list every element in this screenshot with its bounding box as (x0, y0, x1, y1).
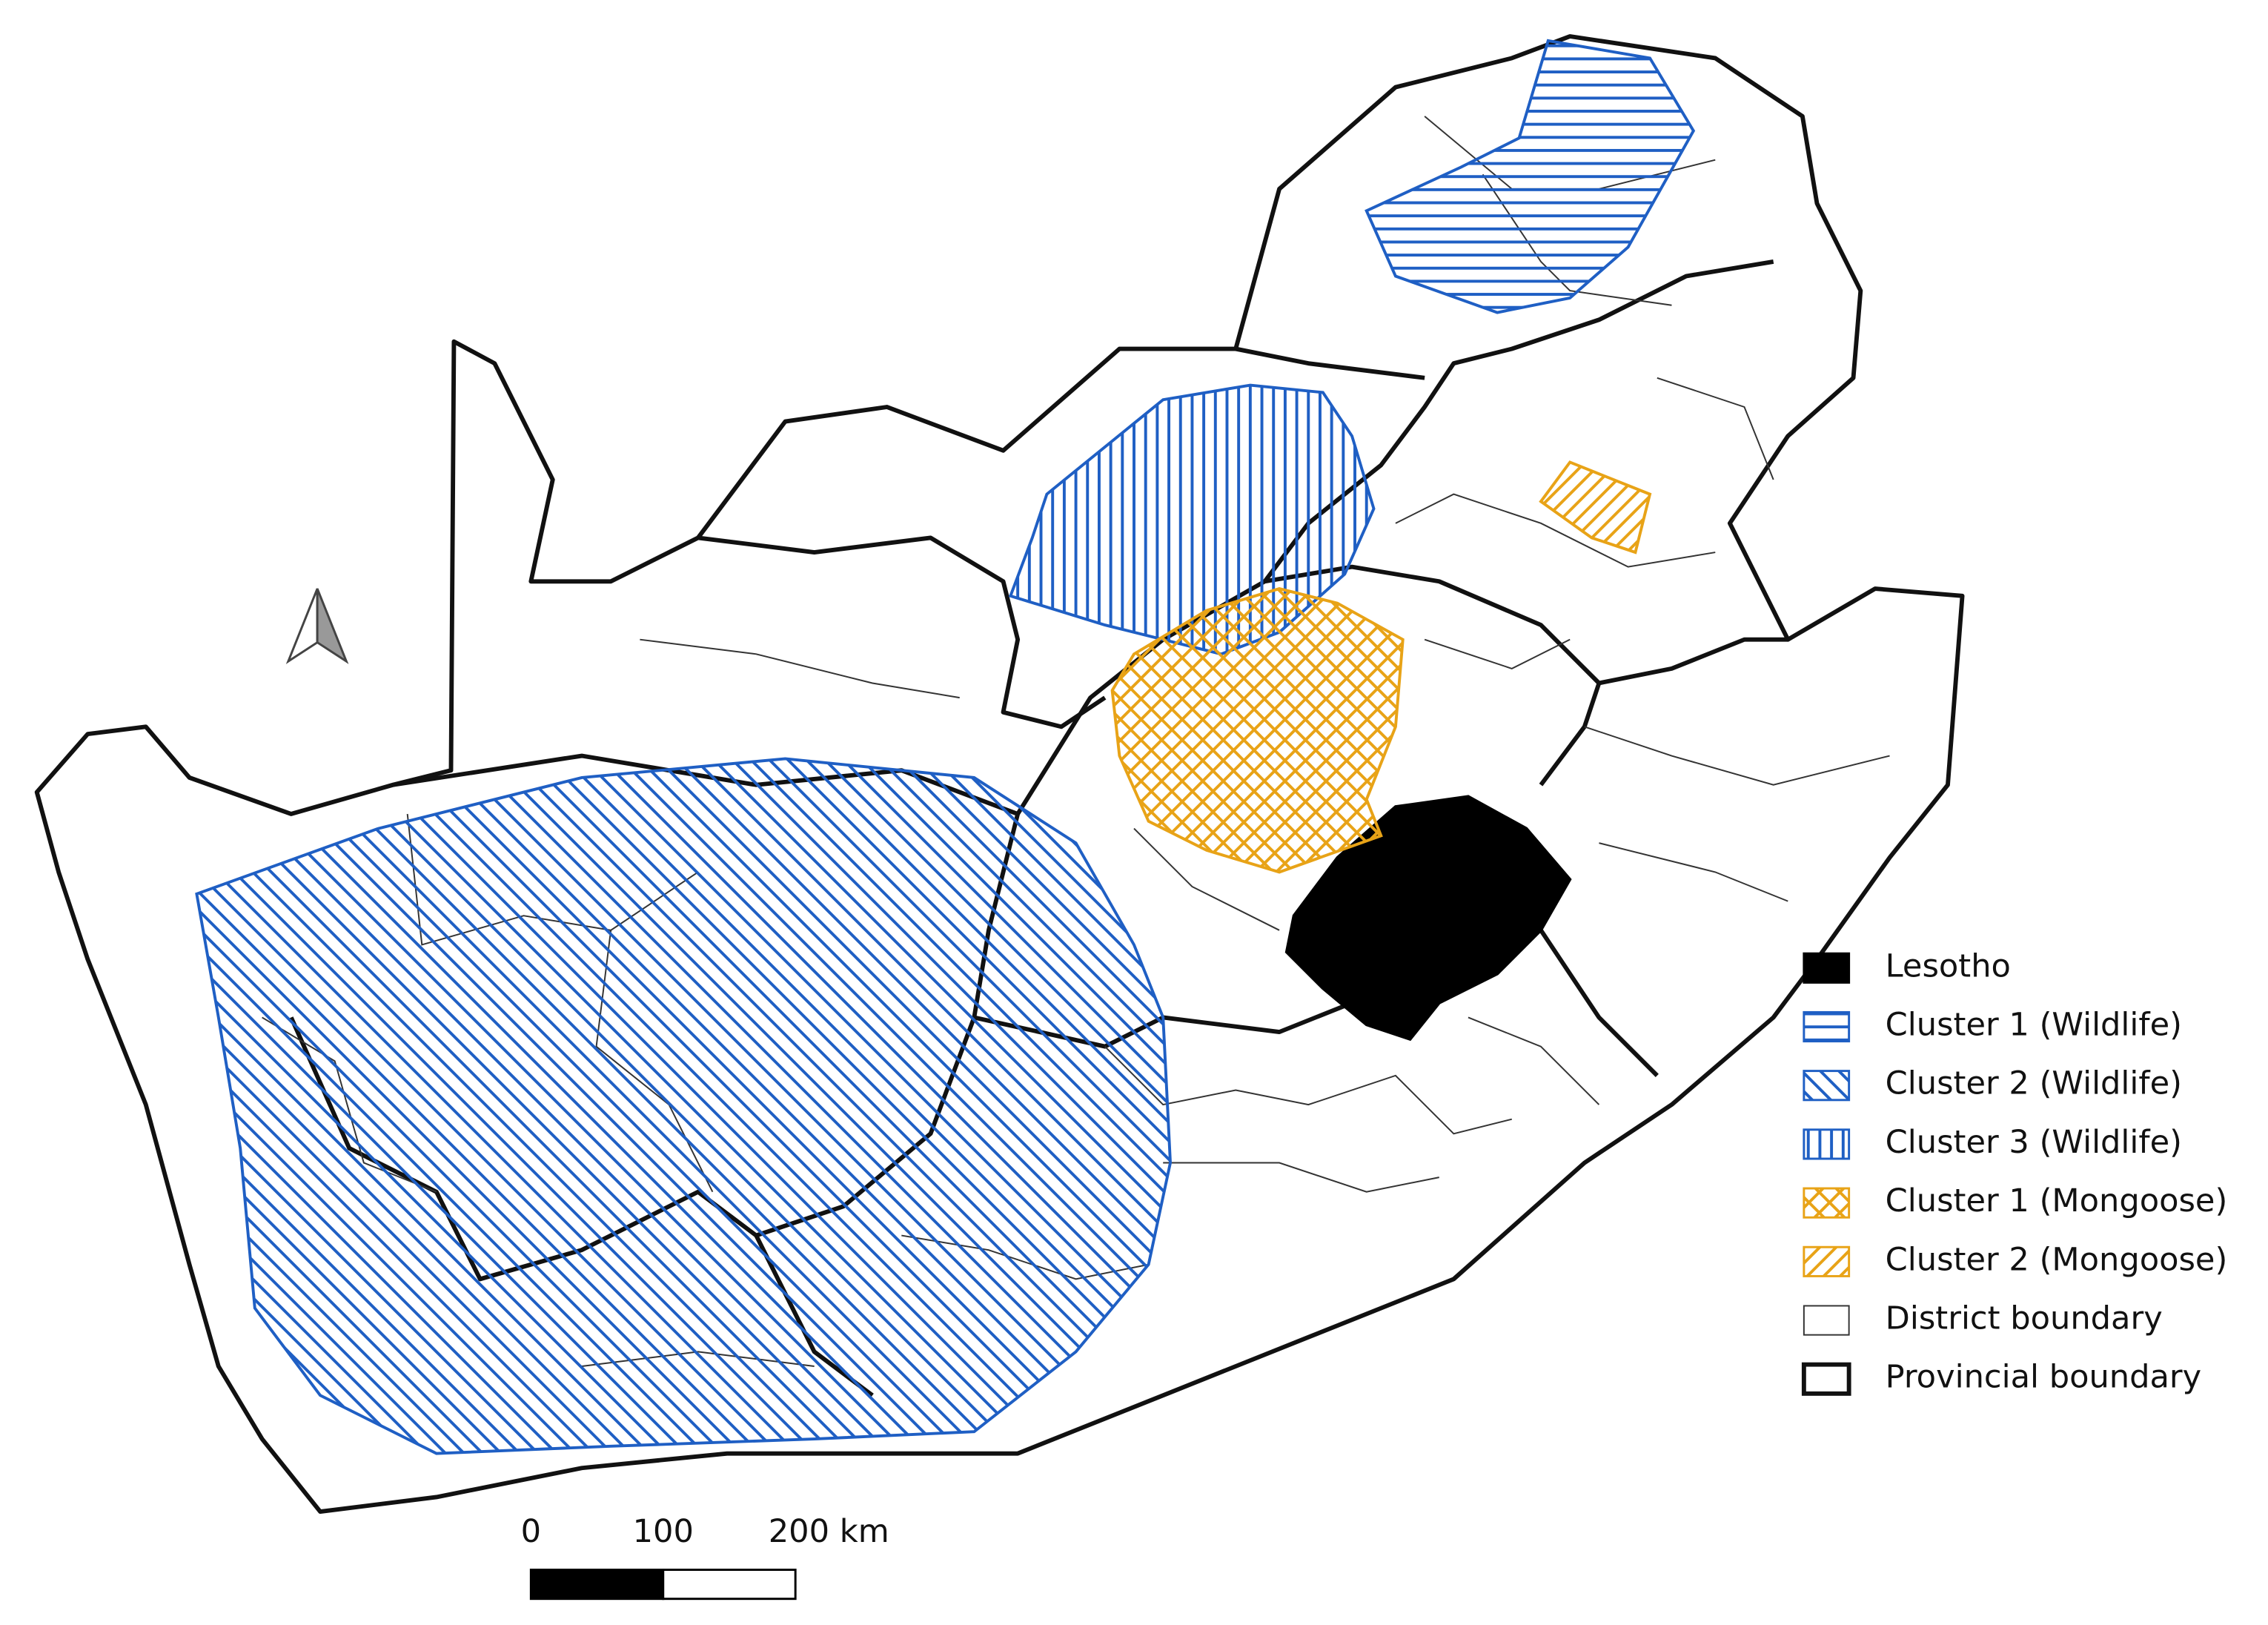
scale-bar (529, 1569, 797, 1601)
legend-swatch (1803, 1128, 1851, 1160)
legend-label: Cluster 2 (Mongoose) (1886, 1241, 2228, 1278)
legend-label: Cluster 1 (Mongoose) (1886, 1182, 2228, 1219)
lesotho (1284, 795, 1572, 1042)
cluster-1-wildlife (1365, 39, 1696, 314)
legend-label: District boundary (1886, 1300, 2163, 1337)
cluster-2-mongoose (1539, 460, 1652, 555)
legend-swatch (1803, 952, 1851, 984)
scale-labels: 0 100 200 km (521, 1513, 889, 1550)
legend-swatch (1801, 1362, 1851, 1396)
legend-label: Cluster 3 (Wildlife) (1886, 1124, 2182, 1161)
legend: Lesotho Cluster 1 (Wildlife) Cluster 2 (Wi… (1801, 947, 2228, 1396)
legend-label: Lesotho (1886, 947, 2011, 984)
legend-label: Provincial boundary (1886, 1359, 2202, 1396)
legend-label: Cluster 2 (Wildlife) (1886, 1065, 2182, 1102)
legend-swatch (1803, 1010, 1851, 1043)
legend-swatch (1803, 1070, 1851, 1102)
scale-label: 200 km (769, 1513, 889, 1550)
cluster-3-wildlife (1008, 383, 1376, 656)
north-arrow (285, 588, 349, 664)
legend-swatch (1803, 1305, 1850, 1336)
scale-label: 100 (633, 1513, 694, 1550)
legend-swatch (1803, 1187, 1851, 1219)
cluster-1-mongoose (1110, 587, 1405, 874)
legend-swatch (1803, 1245, 1851, 1277)
legend-label: Cluster 1 (Wildlife) (1886, 1006, 2182, 1043)
scale-label: 0 (521, 1513, 541, 1550)
cluster-2-wildlife (195, 757, 1172, 1455)
